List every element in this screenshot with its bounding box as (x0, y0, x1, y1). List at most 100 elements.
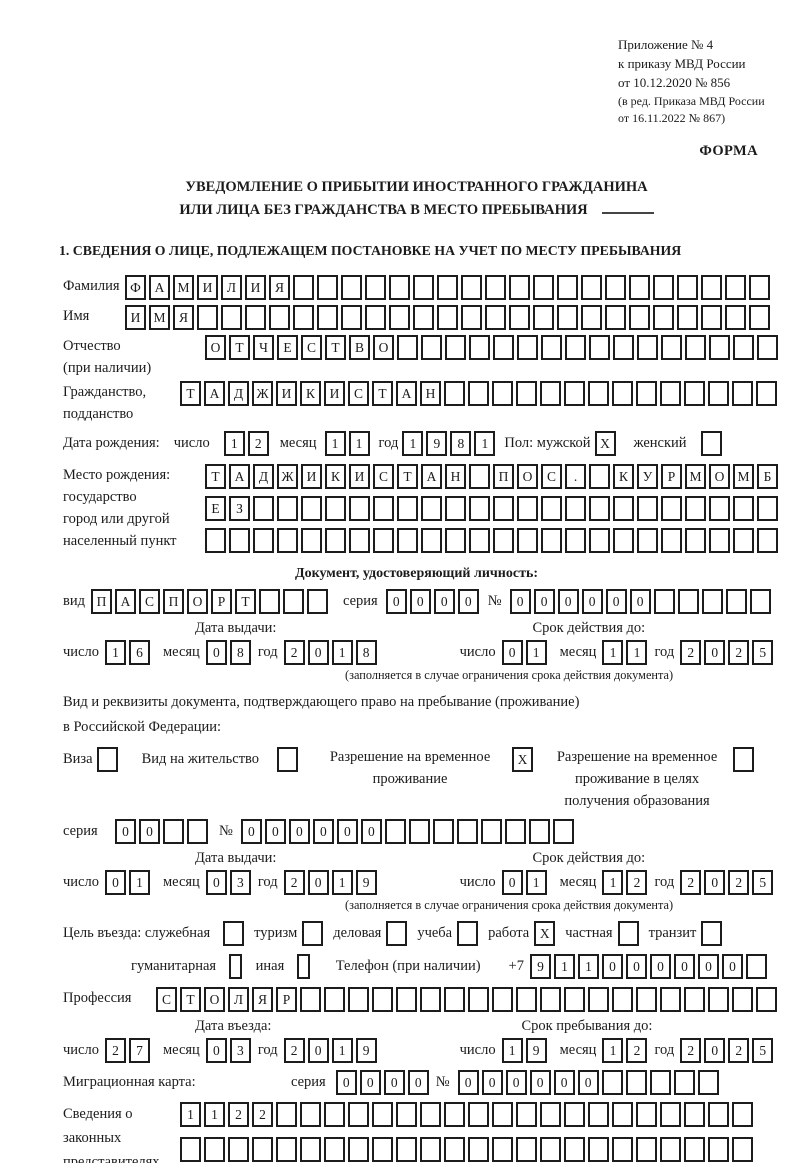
char-cell[interactable]: 0 (481, 1069, 503, 1095)
char-cell[interactable] (613, 335, 634, 361)
char-cell[interactable] (725, 589, 747, 615)
char-cell[interactable] (389, 305, 410, 331)
char-cell[interactable] (348, 1136, 369, 1162)
char-cell[interactable] (541, 496, 562, 522)
char-cell[interactable] (636, 986, 657, 1012)
char-cell[interactable]: 2 (680, 640, 702, 666)
char-cell[interactable]: С (156, 986, 177, 1012)
char-cell[interactable] (541, 528, 562, 554)
char-cell[interactable]: 1 (577, 953, 599, 979)
char-cell[interactable]: 0 (704, 640, 726, 666)
char-cell[interactable] (588, 986, 609, 1012)
char-cell[interactable] (637, 528, 658, 554)
char-cell[interactable]: Т (397, 464, 418, 490)
char-cell[interactable] (708, 986, 729, 1012)
char-cell[interactable] (708, 1136, 729, 1162)
char-cell[interactable] (373, 496, 394, 522)
char-cell[interactable]: Т (229, 335, 250, 361)
char-cell[interactable] (685, 496, 706, 522)
char-cell[interactable] (221, 305, 242, 331)
char-cell[interactable]: 2 (626, 1037, 648, 1063)
char-cell[interactable]: 1 (602, 640, 624, 666)
char-cell[interactable] (677, 305, 698, 331)
char-cell[interactable] (197, 305, 218, 331)
char-cell[interactable] (421, 335, 442, 361)
char-cell[interactable]: 0 (577, 1069, 599, 1095)
char-cell[interactable] (709, 335, 730, 361)
char-cell[interactable] (552, 818, 574, 844)
char-cell[interactable] (517, 335, 538, 361)
char-cell[interactable] (588, 1136, 609, 1162)
char-cell[interactable] (660, 1136, 681, 1162)
char-cell[interactable]: М (149, 305, 170, 331)
char-cell[interactable]: 0 (673, 953, 695, 979)
char-cell[interactable]: Р (210, 589, 232, 615)
char-cell[interactable] (365, 305, 386, 331)
char-cell[interactable] (421, 496, 442, 522)
char-cell[interactable]: 5 (752, 869, 774, 895)
char-cell[interactable] (564, 381, 585, 407)
char-cell[interactable]: П (90, 589, 112, 615)
char-cell[interactable] (684, 1136, 705, 1162)
char-cell[interactable] (661, 335, 682, 361)
char-cell[interactable] (396, 986, 417, 1012)
char-cell[interactable] (516, 381, 537, 407)
char-cell[interactable]: 0 (307, 1037, 329, 1063)
char-cell[interactable] (493, 528, 514, 554)
char-cell[interactable] (677, 275, 698, 301)
char-cell[interactable]: 1 (626, 640, 648, 666)
char-cell[interactable] (341, 305, 362, 331)
char-cell[interactable] (661, 528, 682, 554)
char-cell[interactable] (341, 275, 362, 301)
char-cell[interactable] (757, 496, 778, 522)
char-cell[interactable] (709, 528, 730, 554)
char-cell[interactable]: В (349, 335, 370, 361)
char-cell[interactable]: 1 (602, 1037, 624, 1063)
char-cell[interactable]: С (138, 589, 160, 615)
char-cell[interactable] (653, 589, 675, 615)
char-cell[interactable] (180, 1136, 201, 1162)
char-cell[interactable] (701, 275, 722, 301)
char-cell[interactable] (516, 986, 537, 1012)
char-cell[interactable]: А (204, 381, 225, 407)
char-cell[interactable]: 9 (426, 431, 448, 457)
char-cell[interactable]: С (301, 335, 322, 361)
char-cell[interactable]: 0 (312, 818, 334, 844)
char-cell[interactable]: 0 (139, 818, 160, 844)
char-cell[interactable] (493, 335, 514, 361)
char-cell[interactable]: 3 (229, 869, 251, 895)
char-cell[interactable] (504, 818, 526, 844)
char-cell[interactable] (541, 335, 562, 361)
char-cell[interactable] (300, 986, 321, 1012)
char-cell[interactable] (469, 335, 490, 361)
char-cell[interactable] (557, 275, 578, 301)
char-cell[interactable]: 0 (601, 953, 623, 979)
char-cell[interactable]: 9 (355, 1037, 377, 1063)
char-cell[interactable]: 1 (553, 953, 575, 979)
char-cell[interactable] (612, 986, 633, 1012)
char-cell[interactable]: И (349, 464, 370, 490)
char-cell[interactable]: И (197, 275, 218, 301)
purpose-other-checkbox[interactable] (297, 953, 310, 979)
char-cell[interactable]: 7 (128, 1037, 150, 1063)
char-cell[interactable]: Д (253, 464, 274, 490)
char-cell[interactable]: 0 (409, 589, 431, 615)
char-cell[interactable] (468, 1136, 489, 1162)
char-cell[interactable] (445, 528, 466, 554)
sex-male-checkbox[interactable]: X (594, 431, 616, 457)
char-cell[interactable] (756, 986, 777, 1012)
char-cell[interactable]: 2 (252, 1101, 273, 1127)
char-cell[interactable]: 2 (228, 1101, 249, 1127)
char-cell[interactable]: 0 (307, 640, 329, 666)
char-cell[interactable] (461, 275, 482, 301)
char-cell[interactable]: 1 (223, 431, 245, 457)
char-cell[interactable] (564, 1136, 585, 1162)
char-cell[interactable] (228, 1136, 249, 1162)
char-cell[interactable] (613, 496, 634, 522)
char-cell[interactable]: 2 (283, 1037, 305, 1063)
char-cell[interactable]: Я (269, 275, 290, 301)
purpose-study-checkbox[interactable] (457, 920, 479, 946)
char-cell[interactable]: 0 (649, 953, 671, 979)
char-cell[interactable]: 0 (533, 589, 555, 615)
char-cell[interactable] (697, 1069, 719, 1095)
